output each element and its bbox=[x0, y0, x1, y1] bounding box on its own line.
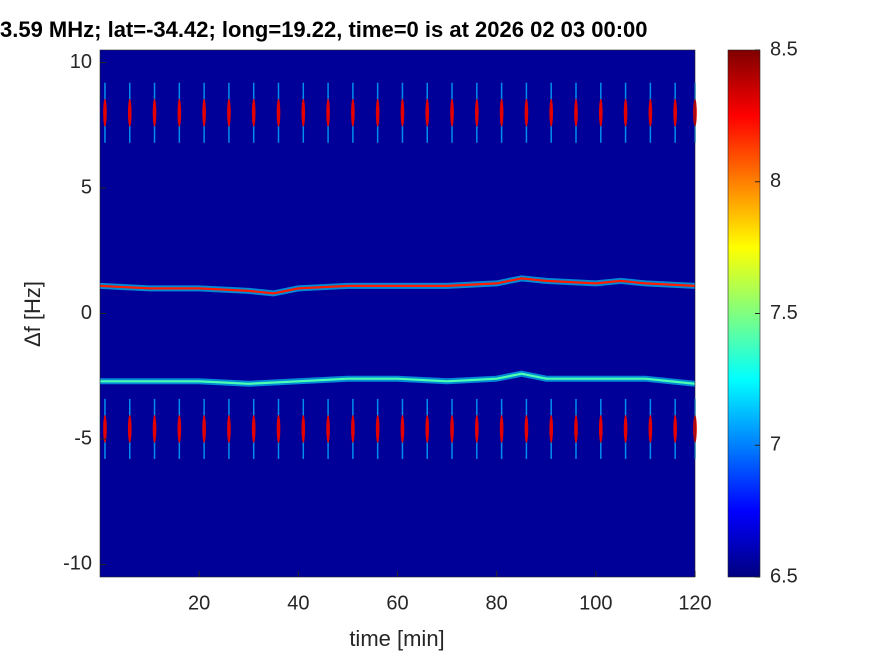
pulse bbox=[648, 98, 653, 127]
pulse bbox=[152, 98, 157, 127]
pulse bbox=[499, 98, 504, 127]
y-tick-label: 5 bbox=[81, 176, 92, 198]
pulse bbox=[673, 414, 677, 443]
pulse bbox=[227, 98, 231, 127]
pulse bbox=[326, 98, 330, 127]
pulse bbox=[598, 98, 603, 127]
pulse bbox=[623, 414, 628, 443]
trace bbox=[99, 277, 696, 295]
x-tick-label: 100 bbox=[579, 592, 612, 614]
pulse bbox=[127, 98, 132, 127]
pulse bbox=[425, 414, 430, 443]
pulse bbox=[301, 98, 306, 127]
pulse bbox=[276, 414, 281, 443]
pulse bbox=[549, 98, 554, 127]
pulse bbox=[103, 414, 107, 443]
pulse bbox=[177, 414, 182, 443]
pulse bbox=[450, 414, 454, 443]
colorbar-tick-label: 8.5 bbox=[770, 38, 798, 60]
y-tick-label: 0 bbox=[81, 302, 92, 324]
pulse bbox=[351, 414, 355, 443]
pulse bbox=[202, 98, 206, 127]
pulse bbox=[450, 98, 454, 127]
pulse bbox=[598, 414, 603, 443]
pulse bbox=[375, 98, 380, 127]
pulse bbox=[673, 98, 677, 127]
pulse bbox=[351, 98, 355, 127]
pulse bbox=[549, 414, 554, 443]
colorbar-tick-label: 7 bbox=[770, 434, 781, 456]
pulse bbox=[127, 414, 132, 443]
x-tick-label: 40 bbox=[287, 592, 309, 614]
pulse bbox=[648, 414, 653, 443]
colorbar bbox=[727, 49, 761, 578]
pulse bbox=[227, 414, 231, 443]
x-tick-label: 60 bbox=[386, 592, 408, 614]
pulse bbox=[574, 98, 578, 127]
x-tick-label: 80 bbox=[486, 592, 508, 614]
colorbar-tick-label: 8 bbox=[770, 170, 781, 192]
pulse bbox=[574, 414, 578, 443]
plot-frame bbox=[99, 49, 696, 578]
pulse bbox=[524, 98, 529, 127]
pulse bbox=[326, 414, 330, 443]
pulse bbox=[499, 414, 504, 443]
pulse bbox=[400, 414, 405, 443]
pulse bbox=[251, 98, 256, 127]
x-tick-label: 20 bbox=[188, 592, 210, 614]
colorbar-tick-label: 6.5 bbox=[770, 565, 798, 587]
colorbar-tick-label: 7.5 bbox=[770, 302, 798, 324]
y-axis-label: Δf [Hz] bbox=[20, 281, 45, 347]
x-tick-label: 120 bbox=[678, 592, 711, 614]
heatmap-background bbox=[100, 50, 695, 577]
y-tick-label: -10 bbox=[63, 553, 92, 575]
chart-title: 3.59 MHz; lat=-34.42; long=19.22, time=0… bbox=[0, 17, 648, 42]
pulse bbox=[251, 414, 256, 443]
pulse bbox=[202, 414, 206, 443]
pulse bbox=[475, 414, 479, 443]
y-tick-label: -5 bbox=[74, 427, 92, 449]
pulse bbox=[425, 98, 430, 127]
pulse bbox=[103, 98, 107, 127]
pulse bbox=[623, 98, 628, 127]
pulse bbox=[177, 98, 182, 127]
pulse bbox=[475, 98, 479, 127]
pulse bbox=[152, 414, 157, 443]
y-tick-label: 10 bbox=[70, 51, 92, 73]
pulse bbox=[375, 414, 380, 443]
x-axis-label: time [min] bbox=[349, 626, 444, 651]
pulse bbox=[524, 414, 529, 443]
pulse bbox=[301, 414, 306, 443]
pulse bbox=[276, 98, 281, 127]
pulse bbox=[400, 98, 405, 127]
trace bbox=[100, 372, 696, 385]
